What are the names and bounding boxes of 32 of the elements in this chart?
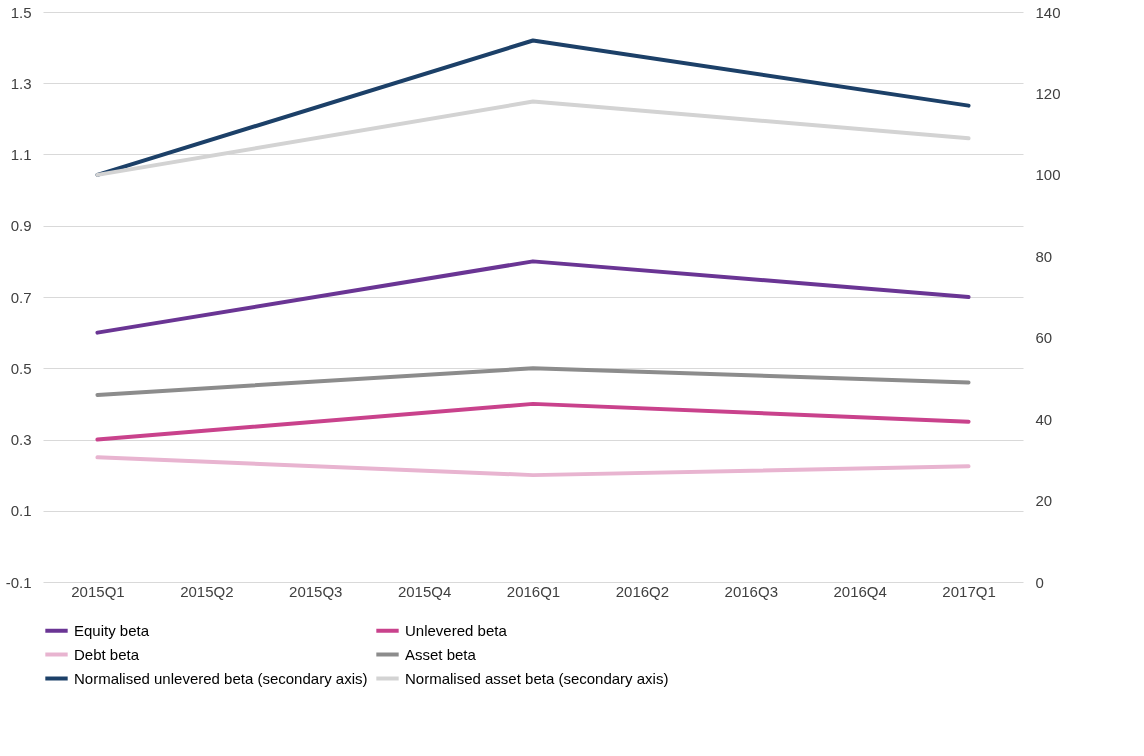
x-tick-label: 2017Q1 [942,582,996,600]
y2-tick-label: 40 [1035,410,1053,428]
y2-tick-label: 0 [1035,573,1044,591]
y-tick-label: 0.1 [10,502,32,520]
x-tick-label: 2015Q1 [71,582,125,600]
y2-tick-label: 120 [1035,84,1061,102]
y2-tick-label: 20 [1035,492,1053,510]
legend-label: Unlevered beta [405,621,508,639]
x-tick-label: 2016Q2 [615,582,670,600]
x-tick-label: 2015Q4 [397,582,452,600]
legend-label: Normalised unlevered beta (secondary axis) [74,669,368,687]
y2-tick-label: 100 [1035,166,1061,184]
x-tick-label: 2015Q2 [180,582,234,600]
y2-tick-label: 80 [1035,247,1053,265]
x-tick-label: 2016Q3 [724,582,778,600]
y-tick-label: 0.7 [10,288,32,306]
x-tick-label: 2015Q3 [289,582,343,600]
y-tick-label: 0.5 [10,359,32,377]
y-tick-label: 0.9 [10,217,32,235]
y-tick-label: -0.1 [5,573,32,591]
legend-label: Normalised asset beta (secondary axis) [405,669,669,687]
x-tick-label: 2016Q4 [833,582,887,600]
legend-label: Asset beta [405,645,477,663]
y2-tick-label: 140 [1035,3,1061,21]
y2-tick-label: 60 [1035,329,1053,347]
x-tick-label: 2016Q1 [506,582,561,600]
legend-label: Debt beta [74,645,140,663]
y-tick-label: 1.1 [10,146,32,163]
y-tick-label: 1.3 [10,74,32,92]
legend-label: Equity beta [74,621,150,639]
y-tick-label: 0.3 [10,431,32,448]
y-tick-label: 1.5 [10,3,32,21]
